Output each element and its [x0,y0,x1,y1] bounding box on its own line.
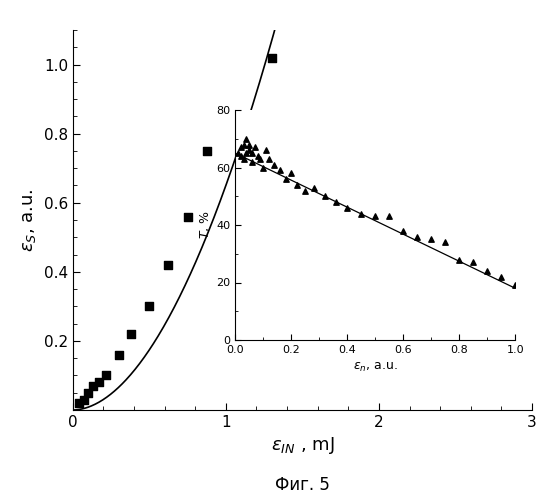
Point [469,258,478,266]
Point [236,152,245,160]
Point [234,149,242,157]
Point [102,372,111,380]
Point [267,54,276,62]
Point [292,180,301,188]
Y-axis label: $T$, %: $T$, % [198,210,212,240]
Point [239,140,248,148]
Point [281,175,290,183]
Point [88,382,97,390]
Point [250,144,259,152]
Point [248,149,256,157]
Point [399,227,408,235]
Point [163,261,172,269]
Point [127,330,136,338]
Point [242,149,251,157]
Point [236,144,245,152]
Point [262,146,270,154]
Point [237,209,246,217]
Point [413,232,422,240]
Point [483,267,492,275]
Point [497,273,506,281]
Point [256,155,265,163]
Point [74,399,83,407]
Point [245,146,254,154]
Point [357,210,366,218]
Text: Фиг. 5: Фиг. 5 [275,476,330,494]
Point [332,198,340,206]
Point [287,169,296,177]
Point [245,140,254,148]
Point [385,212,394,220]
Point [203,147,212,155]
Point [253,152,262,160]
Point [248,158,256,166]
Point [83,388,92,396]
Point [145,302,154,310]
Point [183,212,192,220]
Point [301,186,310,194]
Point [242,134,251,143]
Point [320,192,329,200]
Point [309,184,318,192]
Point [371,212,380,220]
Point [270,160,279,168]
Point [94,378,103,386]
Point [264,155,273,163]
Point [511,282,520,290]
X-axis label: $\varepsilon_{n}$, a.u.: $\varepsilon_{n}$, a.u. [353,360,398,374]
Point [276,166,284,174]
Point [259,164,268,172]
Point [343,204,352,212]
Point [239,155,248,163]
X-axis label: $\varepsilon_{IN}$ , mJ: $\varepsilon_{IN}$ , mJ [270,436,334,456]
Y-axis label: $\varepsilon_S$, a.u.: $\varepsilon_S$, a.u. [20,188,38,252]
Point [455,256,464,264]
Point [114,350,123,358]
Point [427,236,436,244]
Point [441,238,450,246]
Point [79,396,88,404]
